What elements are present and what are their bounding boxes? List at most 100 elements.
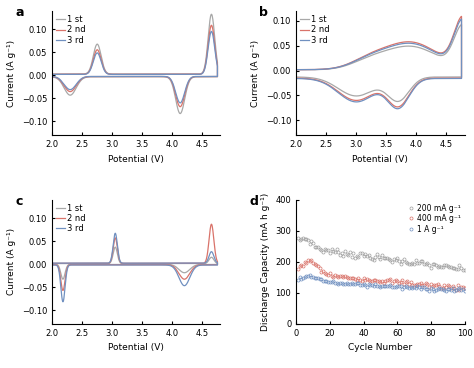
X-axis label: Potential (V): Potential (V) bbox=[109, 155, 164, 164]
2 nd bbox=[327, 66, 333, 71]
200 mA g⁻¹ bbox=[450, 266, 456, 270]
2 nd bbox=[109, 257, 114, 261]
3 rd bbox=[55, 261, 61, 265]
2 nd bbox=[293, 76, 299, 80]
1 st bbox=[152, 262, 158, 267]
200 mA g⁻¹ bbox=[328, 246, 334, 251]
1 st bbox=[293, 68, 299, 72]
1 st bbox=[49, 261, 55, 266]
1 st bbox=[116, 75, 121, 79]
3 rd bbox=[459, 17, 465, 21]
2 nd bbox=[439, 50, 445, 55]
Line: 1 A g⁻¹: 1 A g⁻¹ bbox=[296, 274, 466, 293]
3 rd bbox=[177, 101, 183, 105]
1 A g⁻¹ bbox=[455, 287, 461, 291]
3 rd bbox=[209, 29, 214, 33]
1 st bbox=[177, 112, 183, 116]
3 rd bbox=[327, 66, 333, 71]
3 rd bbox=[427, 47, 433, 52]
Text: a: a bbox=[15, 6, 24, 19]
3 rd bbox=[199, 261, 205, 265]
1 st bbox=[209, 12, 214, 17]
400 mA g⁻¹ bbox=[309, 258, 314, 262]
1 st bbox=[360, 93, 365, 97]
2 nd bbox=[195, 72, 201, 77]
400 mA g⁻¹ bbox=[450, 283, 456, 288]
1 st bbox=[152, 75, 158, 79]
Legend: 1 st, 2 nd, 3 rd: 1 st, 2 nd, 3 rd bbox=[56, 15, 86, 45]
2 nd bbox=[183, 72, 189, 77]
3 rd bbox=[152, 74, 158, 79]
2 nd bbox=[459, 14, 465, 18]
Line: 1 st: 1 st bbox=[52, 247, 218, 279]
Line: 200 mA g⁻¹: 200 mA g⁻¹ bbox=[296, 236, 466, 272]
2 nd bbox=[49, 72, 55, 77]
2 nd bbox=[49, 261, 55, 265]
X-axis label: Cycle Number: Cycle Number bbox=[348, 343, 412, 352]
3 rd bbox=[121, 74, 127, 79]
3 rd bbox=[293, 67, 299, 72]
Y-axis label: Current (A g⁻¹): Current (A g⁻¹) bbox=[8, 39, 16, 107]
2 nd bbox=[209, 222, 214, 226]
1 st bbox=[121, 75, 127, 79]
3 rd bbox=[112, 231, 118, 236]
Legend: 200 mA g⁻¹, 400 mA g⁻¹, 1 A g⁻¹: 200 mA g⁻¹, 400 mA g⁻¹, 1 A g⁻¹ bbox=[409, 204, 461, 234]
Line: 2 nd: 2 nd bbox=[296, 16, 462, 107]
3 rd bbox=[49, 261, 55, 265]
2 nd bbox=[365, 94, 371, 99]
2 nd bbox=[60, 288, 66, 293]
1 A g⁻¹ bbox=[295, 277, 301, 282]
3 rd bbox=[183, 72, 189, 77]
1 st bbox=[293, 75, 299, 79]
1 st bbox=[439, 53, 445, 58]
2 nd bbox=[199, 261, 205, 265]
1 st bbox=[459, 22, 465, 27]
1 st bbox=[49, 72, 55, 76]
Y-axis label: Current (A g⁻¹): Current (A g⁻¹) bbox=[8, 228, 16, 296]
Line: 3 rd: 3 rd bbox=[296, 19, 462, 109]
200 mA g⁻¹ bbox=[295, 236, 301, 240]
1 st bbox=[427, 50, 433, 54]
200 mA g⁻¹ bbox=[396, 259, 402, 263]
Line: 400 mA g⁻¹: 400 mA g⁻¹ bbox=[296, 258, 466, 291]
Line: 2 nd: 2 nd bbox=[52, 224, 218, 290]
3 rd bbox=[71, 263, 76, 267]
2 nd bbox=[83, 72, 89, 76]
2 nd bbox=[49, 74, 55, 79]
1 st bbox=[395, 99, 401, 104]
3 rd bbox=[195, 72, 201, 77]
200 mA g⁻¹ bbox=[336, 250, 341, 254]
400 mA g⁻¹ bbox=[462, 286, 467, 290]
3 rd bbox=[395, 107, 401, 111]
3 rd bbox=[116, 74, 121, 79]
3 rd bbox=[49, 72, 55, 77]
2 nd bbox=[121, 74, 127, 79]
1 st bbox=[83, 71, 89, 76]
2 nd bbox=[152, 74, 158, 79]
1 st bbox=[210, 262, 216, 267]
Line: 2 nd: 2 nd bbox=[52, 25, 218, 107]
1 A g⁻¹ bbox=[307, 273, 312, 277]
200 mA g⁻¹ bbox=[383, 256, 388, 261]
1 st bbox=[71, 262, 76, 267]
3 rd bbox=[49, 263, 55, 267]
3 rd bbox=[60, 300, 66, 304]
2 nd bbox=[293, 67, 299, 72]
Y-axis label: Current (A g⁻¹): Current (A g⁻¹) bbox=[251, 39, 260, 107]
3 rd bbox=[210, 263, 216, 267]
400 mA g⁻¹ bbox=[383, 279, 388, 283]
3 rd bbox=[83, 72, 89, 76]
1 A g⁻¹ bbox=[462, 289, 467, 293]
2 nd bbox=[210, 262, 216, 267]
Line: 1 st: 1 st bbox=[52, 14, 218, 114]
2 nd bbox=[427, 46, 433, 51]
1 st bbox=[112, 245, 118, 250]
3 rd bbox=[49, 74, 55, 79]
1 st bbox=[60, 277, 66, 282]
1 st bbox=[49, 75, 55, 79]
1 st bbox=[183, 72, 189, 76]
1 st bbox=[49, 262, 55, 267]
1 st bbox=[397, 99, 402, 103]
200 mA g⁻¹ bbox=[300, 235, 306, 240]
200 mA g⁻¹ bbox=[462, 268, 467, 272]
